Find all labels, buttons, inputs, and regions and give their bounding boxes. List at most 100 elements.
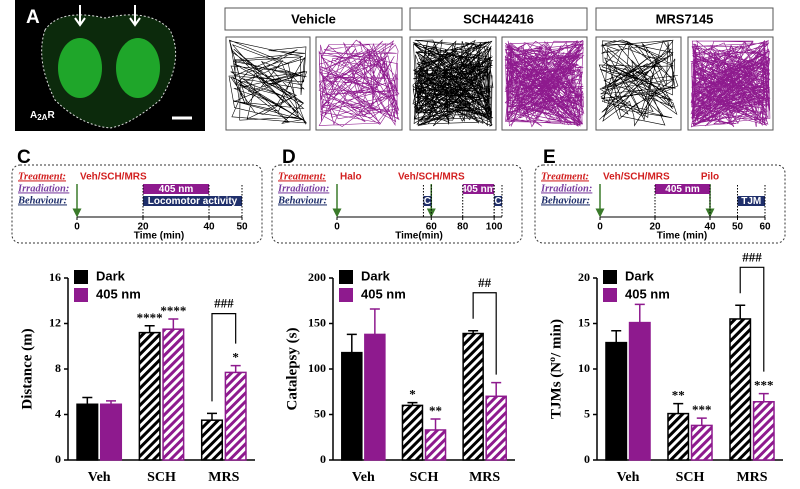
row-label: Behaviour: xyxy=(540,195,590,206)
legend-label: Dark xyxy=(96,268,126,283)
brain-image xyxy=(15,0,205,131)
legend-swatch xyxy=(74,270,88,284)
title-box xyxy=(409,7,588,31)
y-tick-label: 150 xyxy=(308,315,326,329)
trace xyxy=(598,39,679,127)
error-bar xyxy=(758,392,769,402)
legend-label: Dark xyxy=(625,268,655,283)
error-bar xyxy=(168,318,179,330)
behaviour-label: TJM xyxy=(741,196,761,207)
trace xyxy=(504,40,585,128)
significance: * xyxy=(409,387,416,402)
error-bar xyxy=(144,325,155,333)
error-bar xyxy=(106,400,117,405)
significance: **** xyxy=(160,303,186,318)
legend-swatch xyxy=(603,270,617,284)
row-label: Treatment: xyxy=(278,171,326,182)
y-tick-label: 0 xyxy=(55,452,61,466)
behaviour-bar xyxy=(494,196,502,206)
legend-swatch xyxy=(74,288,88,302)
bar xyxy=(76,403,99,461)
bar xyxy=(424,429,447,461)
time-label: Time(min) xyxy=(395,231,443,242)
legend-label: 405 nm xyxy=(96,286,141,301)
bar xyxy=(138,331,161,461)
legend-label: 405 nm xyxy=(361,286,406,301)
row-label: Treatment: xyxy=(541,171,589,182)
bracket-label: ## xyxy=(478,275,492,290)
bar xyxy=(667,412,690,461)
time-tick-label: 40 xyxy=(203,222,215,233)
time-tick-label: 0 xyxy=(597,222,603,233)
image-label-part: A xyxy=(30,110,37,121)
y-tick-label: 200 xyxy=(308,270,326,284)
bar xyxy=(401,404,424,461)
x-tick-label: SCH xyxy=(676,470,705,485)
error-bar xyxy=(491,381,502,397)
bar xyxy=(364,333,386,461)
panel-label: D xyxy=(282,147,296,168)
irradiation-bar xyxy=(143,184,209,194)
title-box xyxy=(224,7,403,31)
x-tick-label: SCH xyxy=(147,470,176,485)
bar xyxy=(752,401,775,461)
y-axis-label: Distance (m) xyxy=(19,328,35,409)
irradiation-label: 405 nm xyxy=(665,184,700,195)
time-tick-label: 40 xyxy=(704,222,716,233)
irradiation-label: 405 nm xyxy=(159,184,194,195)
bracket xyxy=(472,292,497,375)
x-tick-label: MRS xyxy=(736,470,767,485)
legend-label: 405 nm xyxy=(625,286,670,301)
error-bar xyxy=(407,401,418,406)
time-tick-label: 60 xyxy=(759,222,771,233)
error-bar xyxy=(346,333,357,353)
treatment-label: Veh/SCH/MRS xyxy=(80,172,147,183)
significance: ** xyxy=(672,388,685,403)
time-tick-label: 60 xyxy=(426,222,438,233)
x-tick-label: Veh xyxy=(88,470,111,485)
irradiation-label: 405 nm xyxy=(461,184,496,195)
behaviour-label: C xyxy=(494,196,501,207)
bar xyxy=(605,341,628,461)
y-tick-label: 0 xyxy=(320,452,326,466)
trace-title: SCH442416 xyxy=(463,11,534,26)
row-label: Irradiation: xyxy=(277,183,329,194)
behaviour-label: C xyxy=(424,196,431,207)
timeline-box xyxy=(271,164,523,244)
title-box xyxy=(595,7,774,31)
time-tick-label: 80 xyxy=(457,222,469,233)
x-tick-label: Veh xyxy=(617,470,640,485)
bracket xyxy=(739,266,765,372)
bar xyxy=(200,419,224,461)
time-label: Time (min) xyxy=(134,231,184,242)
error-bar xyxy=(430,418,441,430)
bar xyxy=(462,332,484,461)
bracket-label: ### xyxy=(214,296,234,311)
y-tick-label: 4 xyxy=(55,406,61,420)
y-tick-label: 100 xyxy=(308,361,326,375)
trace-title: Vehicle xyxy=(291,11,336,26)
time-tick-label: 20 xyxy=(649,222,661,233)
trace xyxy=(690,39,771,128)
time-tick-label: 0 xyxy=(334,222,340,233)
bracket xyxy=(211,312,237,402)
irradiation-bar xyxy=(655,184,710,194)
bar xyxy=(162,328,185,461)
error-bar xyxy=(230,364,241,373)
treatment-label: Veh/SCH/MRS xyxy=(603,172,670,183)
bar xyxy=(341,351,363,461)
y-tick-label: 16 xyxy=(49,270,61,284)
significance: * xyxy=(232,350,239,365)
y-tick-label: 10 xyxy=(578,361,590,375)
row-label: Treatment: xyxy=(18,171,66,182)
image-label-sub: 2A xyxy=(37,113,47,122)
y-tick-label: 8 xyxy=(55,361,61,375)
bar xyxy=(729,318,752,461)
error-bar xyxy=(696,417,707,426)
time-tick-label: 100 xyxy=(486,222,503,233)
time-tick-label: 20 xyxy=(137,222,149,233)
behaviour-bar xyxy=(143,196,242,206)
behaviour-bar xyxy=(737,196,765,206)
significance: ** xyxy=(429,403,442,418)
